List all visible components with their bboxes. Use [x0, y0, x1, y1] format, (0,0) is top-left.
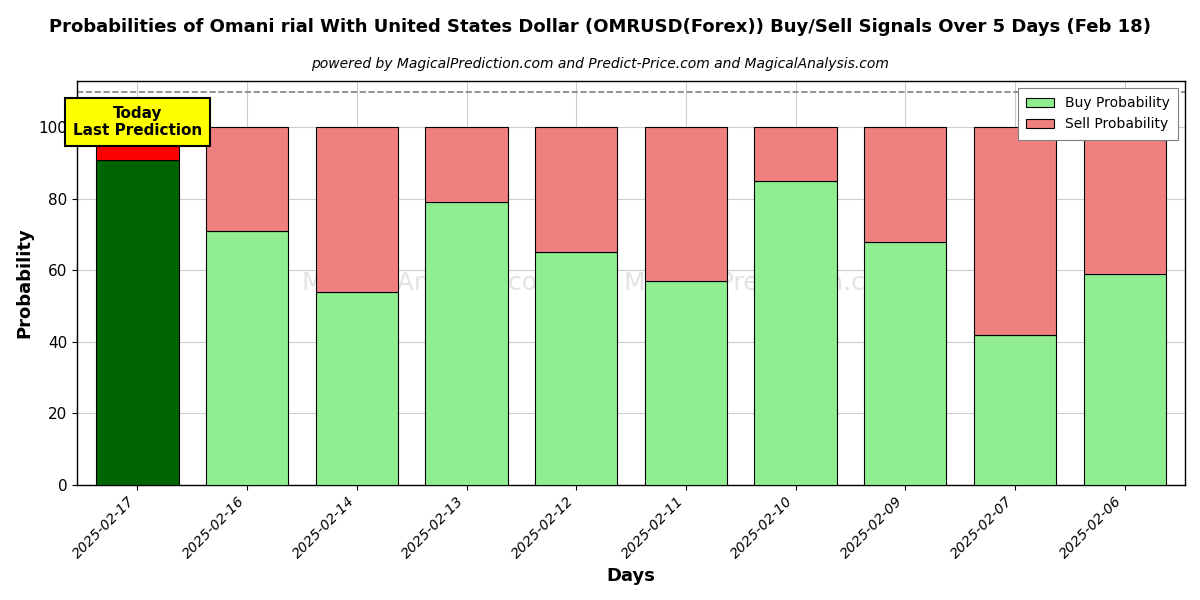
Bar [316, 127, 398, 292]
Bar [755, 181, 836, 485]
Bar [864, 242, 947, 485]
Bar [974, 127, 1056, 335]
X-axis label: Days: Days [607, 567, 655, 585]
Bar [206, 127, 288, 231]
Text: MagicalAnalysis.com: MagicalAnalysis.com [301, 271, 562, 295]
Bar [644, 127, 727, 281]
Bar [1084, 274, 1166, 485]
Bar [316, 292, 398, 485]
Bar [864, 127, 947, 242]
Bar [535, 253, 617, 485]
Text: MagicalPrediction.com: MagicalPrediction.com [623, 271, 905, 295]
Text: Probabilities of Omani rial With United States Dollar (OMRUSD(Forex)) Buy/Sell S: Probabilities of Omani rial With United … [49, 18, 1151, 36]
Text: powered by MagicalPrediction.com and Predict-Price.com and MagicalAnalysis.com: powered by MagicalPrediction.com and Pre… [311, 57, 889, 71]
Bar [426, 202, 508, 485]
Bar [96, 127, 179, 160]
Bar [206, 231, 288, 485]
Bar [974, 335, 1056, 485]
Bar [644, 281, 727, 485]
Text: Today
Last Prediction: Today Last Prediction [73, 106, 202, 139]
Y-axis label: Probability: Probability [14, 227, 32, 338]
Legend: Buy Probability, Sell Probability: Buy Probability, Sell Probability [1018, 88, 1178, 140]
Bar [96, 160, 179, 485]
Bar [535, 127, 617, 253]
Bar [755, 127, 836, 181]
Bar [426, 127, 508, 202]
Bar [1084, 127, 1166, 274]
